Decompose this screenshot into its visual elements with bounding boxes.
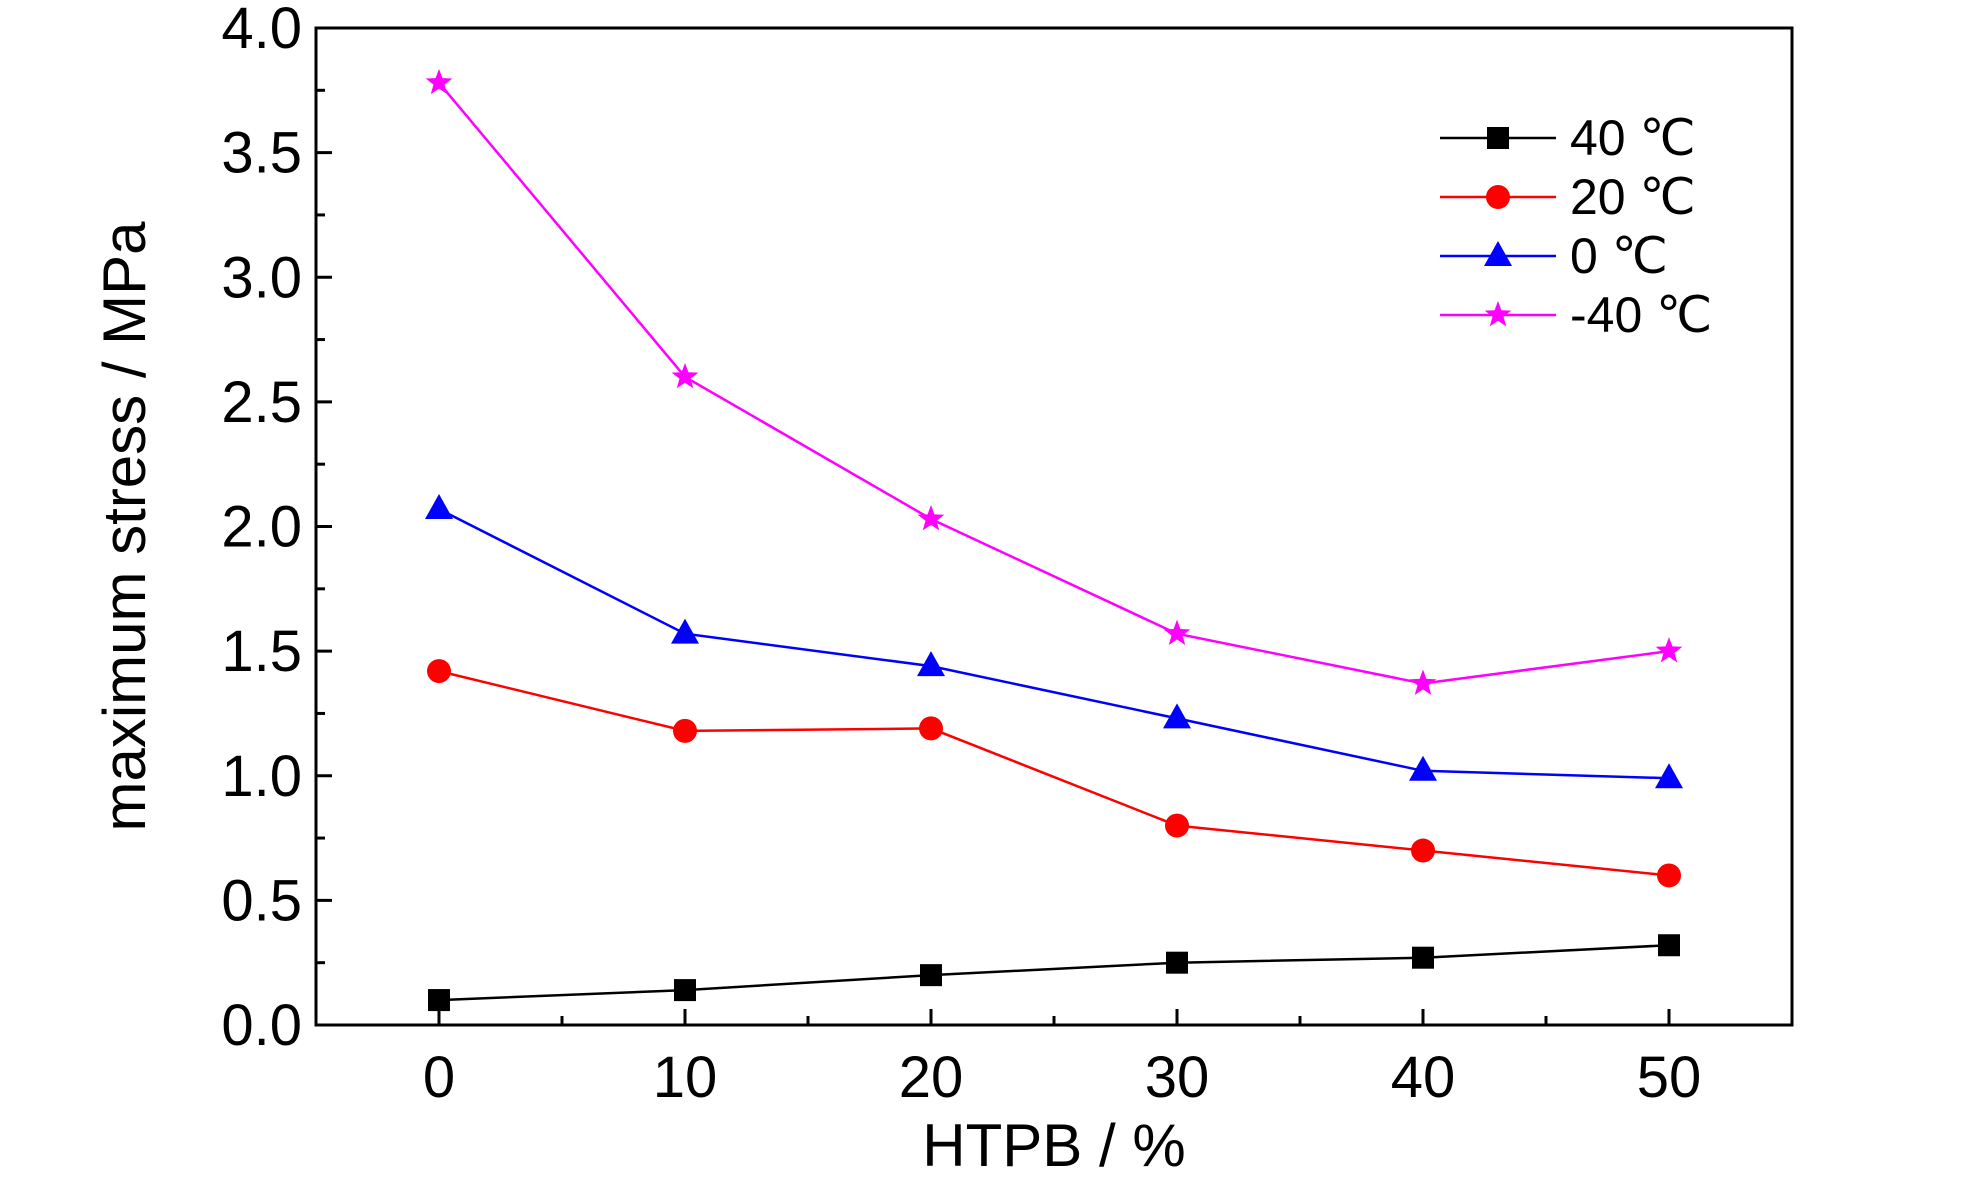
legend-marker (1486, 185, 1510, 209)
data-point (917, 505, 945, 531)
data-point (1411, 838, 1435, 863)
legend-entry: -40 ℃ (1440, 287, 1712, 343)
legend-entry: 20 ℃ (1440, 169, 1696, 225)
data-point (1655, 763, 1683, 789)
y-tick-label: 3.5 (221, 121, 302, 186)
legend-entry: 40 ℃ (1440, 110, 1696, 166)
x-axis-title: HTPB / % (922, 1112, 1185, 1179)
legend-entry: 0 ℃ (1440, 228, 1668, 284)
data-point (674, 979, 696, 1002)
data-point (1658, 934, 1680, 957)
data-point (1412, 946, 1434, 969)
x-tick-label: 10 (653, 1045, 718, 1110)
x-tick-label: 30 (1145, 1045, 1210, 1110)
legend-marker (1484, 241, 1512, 266)
data-point (673, 718, 697, 743)
data-point (1165, 813, 1189, 838)
data-point (425, 494, 453, 520)
data-point (920, 964, 942, 987)
data-point (671, 618, 699, 644)
y-tick-label: 2.0 (221, 495, 302, 560)
data-point (917, 651, 945, 677)
data-point (427, 659, 451, 684)
series-1 (428, 934, 1680, 1012)
y-axis-title: maximum stress / MPa (91, 221, 158, 832)
series-2 (427, 659, 1681, 888)
y-axis: 0.0 0.5 1.0 1.5 2.0 2.5 3.0 3.5 4.0 (221, 0, 332, 1058)
legend-marker (1487, 127, 1509, 149)
data-point (1166, 951, 1188, 974)
legend-label: 20 ℃ (1570, 169, 1696, 225)
series-layer (425, 68, 1683, 1012)
y-tick-label: 0.5 (221, 868, 302, 933)
y-tick-label: 1.0 (221, 744, 302, 809)
legend-label: -40 ℃ (1570, 287, 1712, 343)
x-tick-label: 20 (899, 1045, 964, 1110)
y-tick-label: 3.0 (221, 245, 302, 310)
x-tick-label: 50 (1637, 1045, 1702, 1110)
data-point (428, 989, 450, 1012)
data-point (1655, 637, 1683, 663)
legend-marker (1484, 301, 1512, 327)
series-line (438, 507, 1670, 780)
series-line (438, 669, 1670, 877)
data-point (919, 716, 943, 741)
series-3 (425, 494, 1683, 789)
series-4 (425, 68, 1683, 695)
legend: 40 ℃20 ℃0 ℃-40 ℃ (1440, 110, 1712, 343)
data-point (1657, 863, 1681, 888)
x-tick-label: 40 (1391, 1045, 1456, 1110)
y-tick-label: 0.0 (221, 993, 302, 1058)
x-axis: 0 10 20 30 40 50 (314, 1009, 1794, 1110)
legend-label: 40 ℃ (1570, 110, 1696, 166)
data-point (1409, 669, 1437, 695)
y-tick-label: 2.5 (221, 370, 302, 435)
data-point (1163, 619, 1191, 645)
series-line (438, 943, 1670, 1002)
data-point (1163, 703, 1191, 729)
legend-label: 0 ℃ (1570, 228, 1668, 284)
data-point (1409, 755, 1437, 781)
x-tick-label: 0 (423, 1045, 455, 1110)
y-tick-label: 1.5 (221, 619, 302, 684)
y-tick-label: 4.0 (221, 0, 302, 61)
data-point (425, 68, 453, 95)
series-line (438, 81, 1670, 685)
data-point (671, 362, 699, 389)
